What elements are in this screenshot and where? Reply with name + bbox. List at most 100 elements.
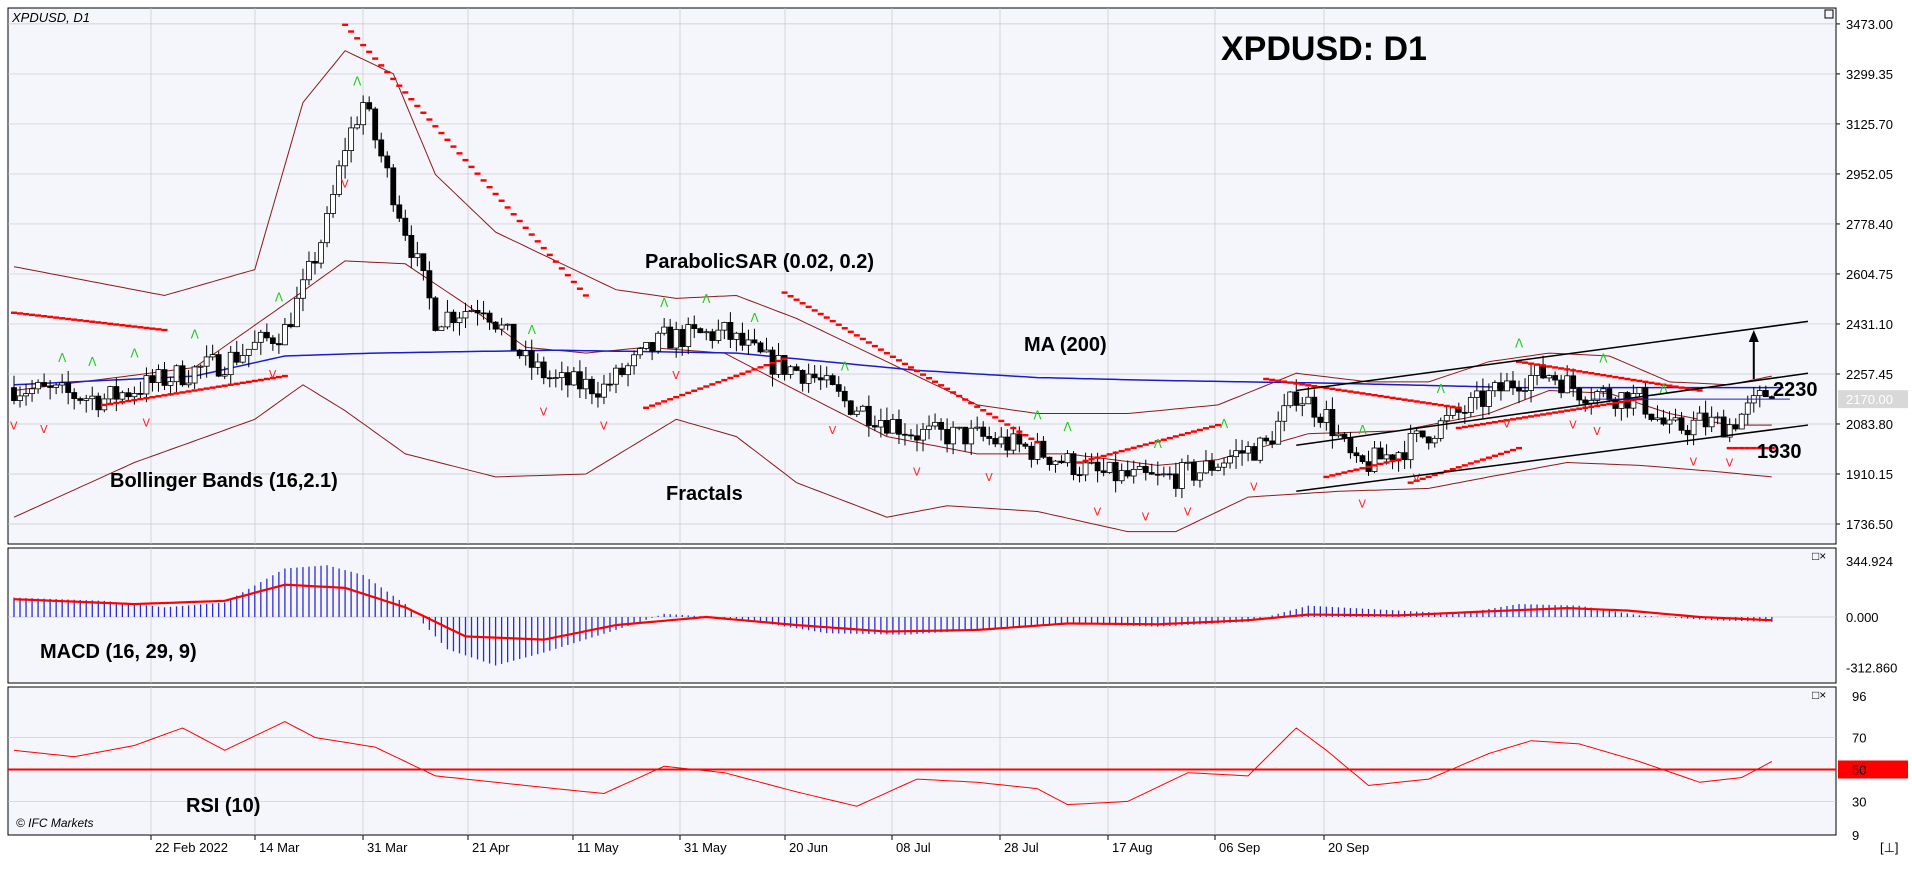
- sar-dot: [715, 381, 722, 384]
- candle-body: [444, 311, 451, 328]
- price-tick-label: 3473.00: [1846, 17, 1893, 32]
- sar-dot: [1528, 362, 1535, 365]
- sar-dot: [944, 387, 951, 391]
- sar-dot: [1329, 387, 1336, 391]
- sar-dot: [456, 152, 463, 155]
- sar-dot: [1425, 475, 1432, 479]
- sar-dot: [41, 315, 48, 318]
- candle-body: [420, 253, 427, 272]
- sar-dot: [962, 398, 969, 401]
- candle-body: [1010, 433, 1017, 451]
- sar-dot: [889, 355, 896, 358]
- sar-dot: [131, 325, 138, 328]
- candle-body: [354, 124, 361, 129]
- candle-body: [1263, 437, 1270, 442]
- sar-dot: [1756, 446, 1763, 450]
- candle-body: [709, 331, 716, 341]
- sar-dot: [1558, 410, 1565, 413]
- sar-dot: [1335, 388, 1342, 391]
- candle-body: [450, 311, 457, 324]
- sar-dot: [354, 37, 361, 40]
- sar-dot: [1130, 446, 1137, 450]
- sar-dot: [384, 70, 391, 74]
- bollinger-upper-line: [13, 50, 1772, 414]
- candle-body: [1720, 416, 1727, 438]
- candle-body: [239, 355, 246, 363]
- sar-dot: [811, 309, 818, 312]
- fractal-up-marker: Λ: [191, 328, 200, 342]
- sar-dot: [1654, 382, 1661, 385]
- sar-dot: [53, 316, 60, 319]
- sar-dot: [107, 322, 114, 326]
- sar-dot: [245, 380, 252, 384]
- sar-dot: [1570, 408, 1577, 411]
- sar-dot: [691, 389, 698, 392]
- sar-dot: [161, 328, 168, 332]
- sar-dot: [552, 260, 559, 263]
- rsi-window-icon[interactable]: □×: [1812, 688, 1826, 702]
- sar-dot: [968, 401, 975, 405]
- sar-dot: [366, 50, 373, 54]
- sar-dot: [1377, 462, 1384, 466]
- sar-dot: [564, 273, 571, 277]
- fractal-down-marker: V: [269, 368, 277, 381]
- candle-body: [751, 339, 758, 344]
- sar-dot: [1522, 416, 1529, 419]
- fractal-down-marker: V: [600, 419, 608, 432]
- sar-dot: [29, 313, 36, 317]
- sar-dot: [125, 324, 132, 328]
- sar-dot: [1473, 460, 1480, 463]
- candle-body: [1064, 453, 1071, 464]
- fractal-up-marker: Λ: [702, 292, 711, 306]
- candle-body: [1058, 460, 1065, 464]
- psar-annotation: ParabolicSAR (0.02, 0.2): [645, 251, 874, 273]
- sar-dot: [805, 305, 812, 309]
- sar-dot: [203, 387, 210, 390]
- candle-body: [811, 373, 818, 379]
- candle-body: [1648, 413, 1655, 420]
- candle-body: [697, 328, 704, 334]
- sar-dot: [1618, 400, 1625, 404]
- fractal-up-marker: Λ: [1515, 336, 1524, 350]
- maximize-icon[interactable]: [1824, 9, 1834, 19]
- sar-dot: [221, 384, 228, 387]
- candle-body: [29, 388, 35, 394]
- candle-body: [125, 392, 132, 398]
- candle-body: [938, 421, 944, 430]
- sar-dot: [1684, 387, 1691, 390]
- candle-body: [649, 342, 656, 352]
- sar-dot: [793, 298, 800, 301]
- sar-dot: [1293, 382, 1300, 385]
- price-tick-label: 2604.75: [1846, 267, 1893, 282]
- candle-body: [342, 150, 349, 167]
- sar-dot: [1407, 481, 1414, 484]
- sar-dot: [251, 379, 258, 383]
- candle-body: [275, 343, 282, 346]
- candle-body: [1696, 412, 1703, 421]
- sar-dot: [1600, 403, 1607, 407]
- candle-body: [775, 355, 782, 375]
- sar-dot: [498, 199, 505, 202]
- sar-dot: [1365, 393, 1372, 396]
- sar-dot: [1449, 468, 1456, 471]
- sar-dot: [209, 386, 216, 389]
- sar-dot: [1269, 378, 1276, 382]
- candle-body: [643, 342, 649, 349]
- candle-body: [799, 370, 806, 384]
- macd-window-icon[interactable]: □×: [1812, 549, 1826, 563]
- candle-body: [1738, 413, 1745, 430]
- sar-dot: [1467, 462, 1474, 465]
- sar-dot: [546, 253, 553, 257]
- candlesticks: [11, 95, 1775, 499]
- ma200-line: [13, 349, 1784, 389]
- candle-body: [504, 323, 511, 326]
- sar-dot: [462, 158, 469, 162]
- sar-dot: [1612, 375, 1619, 379]
- sar-dot: [938, 384, 945, 387]
- candle-body: [492, 321, 499, 330]
- sar-dot: [1196, 428, 1203, 432]
- candle-body: [1576, 388, 1583, 401]
- candle-body: [1130, 468, 1137, 477]
- candle-body: [438, 326, 445, 331]
- sar-dot: [1509, 448, 1516, 452]
